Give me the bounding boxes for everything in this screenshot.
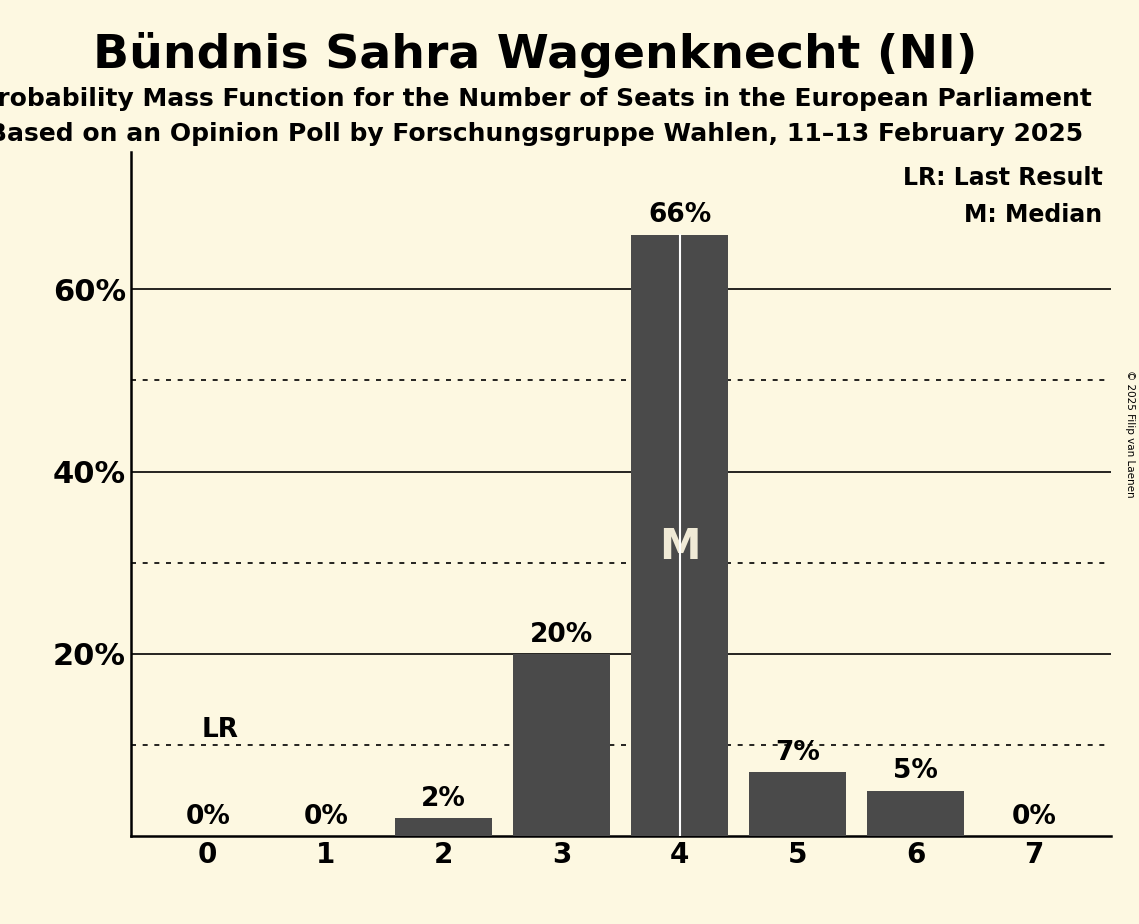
Text: 5%: 5% bbox=[893, 759, 939, 784]
Text: 2%: 2% bbox=[421, 785, 466, 811]
Text: Based on an Opinion Poll by Forschungsgruppe Wahlen, 11–13 February 2025: Based on an Opinion Poll by Forschungsgr… bbox=[0, 122, 1083, 146]
Text: 7%: 7% bbox=[776, 740, 820, 766]
Bar bbox=[631, 235, 728, 836]
Text: LR: Last Result: LR: Last Result bbox=[902, 166, 1103, 190]
Text: LR: LR bbox=[202, 717, 239, 743]
Text: 20%: 20% bbox=[530, 622, 593, 648]
Text: M: Median: M: Median bbox=[964, 202, 1103, 226]
Bar bbox=[749, 772, 846, 836]
Bar bbox=[868, 791, 965, 836]
Bar bbox=[395, 818, 492, 836]
Text: © 2025 Filip van Laenen: © 2025 Filip van Laenen bbox=[1125, 370, 1134, 497]
Bar bbox=[514, 654, 611, 836]
Text: M: M bbox=[659, 527, 700, 568]
Text: Bündnis Sahra Wagenknecht (NI): Bündnis Sahra Wagenknecht (NI) bbox=[93, 32, 977, 79]
Text: Probability Mass Function for the Number of Seats in the European Parliament: Probability Mass Function for the Number… bbox=[0, 87, 1092, 111]
Text: 0%: 0% bbox=[1011, 804, 1056, 830]
Text: 66%: 66% bbox=[648, 202, 712, 228]
Text: 0%: 0% bbox=[186, 804, 230, 830]
Text: 0%: 0% bbox=[303, 804, 349, 830]
